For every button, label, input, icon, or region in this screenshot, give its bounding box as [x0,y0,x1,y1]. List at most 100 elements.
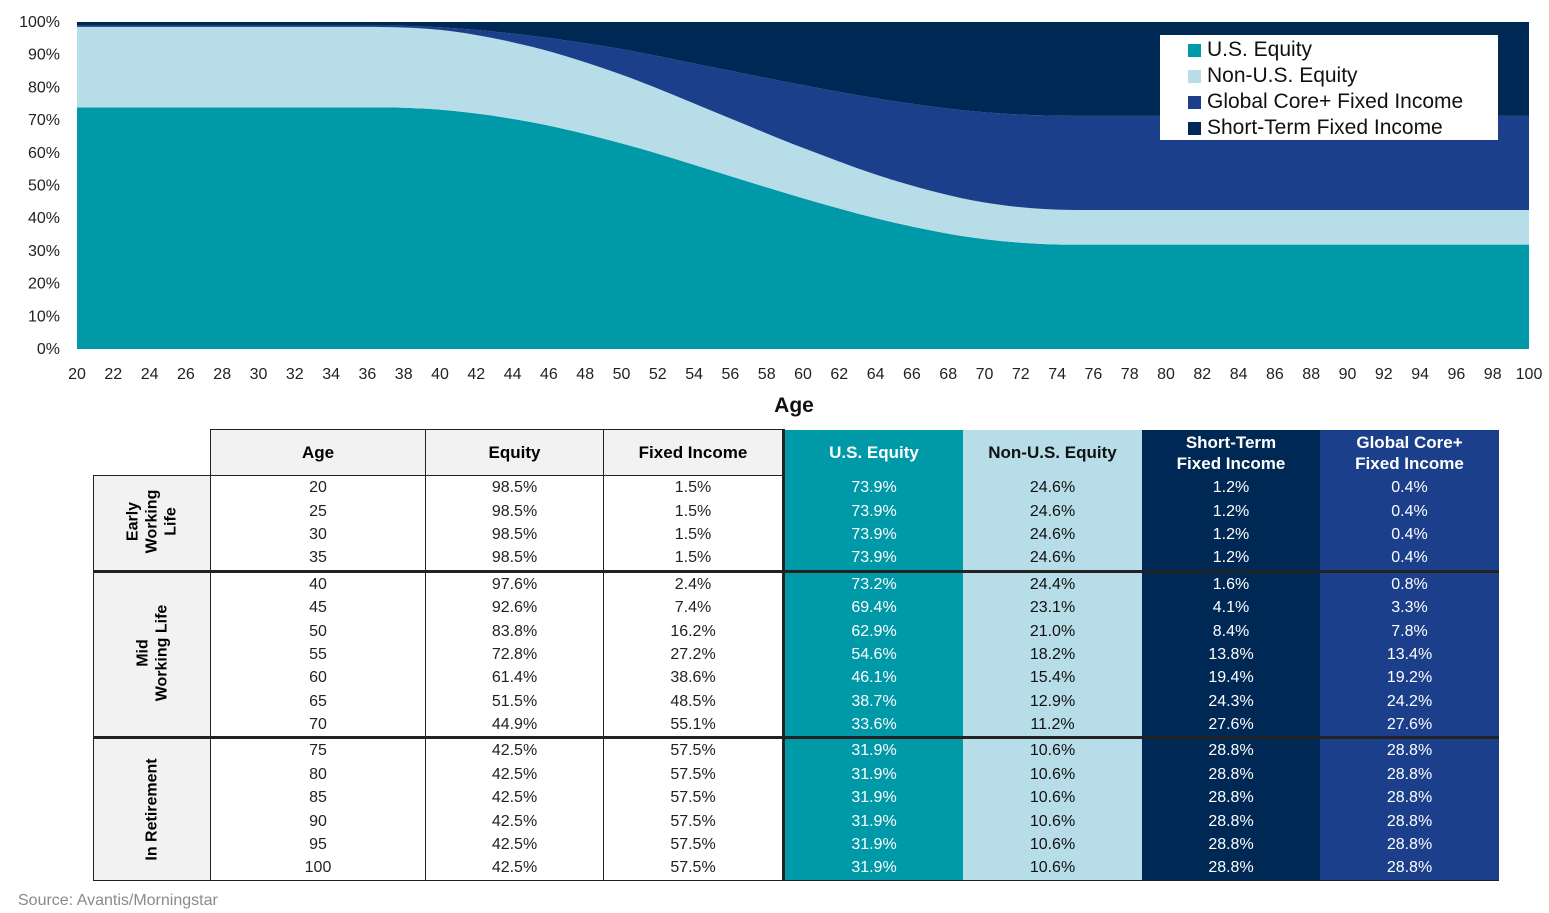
x-tick-label: 44 [504,366,522,383]
table-cell: 73.9% [783,475,963,500]
table-cell: 42.5% [425,856,604,881]
legend-item: Global Core+ Fixed Income [1188,89,1498,115]
table-cell: 57.5% [603,832,785,857]
table-cell: 72.8% [425,642,604,667]
y-tick-label: 30% [28,243,60,260]
table-cell: 42.5% [425,786,604,810]
table-cell: 38.7% [783,689,963,713]
x-tick-label: 58 [758,366,776,383]
x-tick-label: 60 [794,366,812,383]
x-tick-label: 88 [1302,366,1320,383]
table-row: 35 98.5% 1.5% 73.9% 24.6% 1.2% 0.4% [94,546,1499,572]
column-header: Short-Term Fixed Income [1142,429,1320,476]
table-row: Mid Working Life 40 97.6% 2.4% 73.2% 24.4% 1.6… [93,569,1499,739]
table-cell: 98.5% [425,475,604,500]
table-cell: 13.4% [1320,642,1499,667]
table-cell: 73.2% [783,569,963,596]
table-cell: 24.3% [1142,689,1320,713]
table-cell: 69.4% [783,595,963,620]
legend-item: Short-Term Fixed Income [1188,115,1498,141]
table-row: 65 51.5% 48.5% 38.7% 12.9% 24.3% 24.2% [94,689,1499,713]
table-row: 30 98.5% 1.5% 73.9% 24.6% 1.2% 0.4% [94,522,1499,547]
x-tick-label: 26 [177,366,195,383]
x-tick-label: 50 [613,366,631,383]
table-cell: 83.8% [425,619,604,643]
table-cell: 24.2% [1320,689,1499,713]
table-cell: 44.9% [425,712,604,738]
table-cell: 1.2% [1142,475,1320,500]
table-cell: 65 [210,689,426,713]
table-cell: 24.6% [963,499,1142,523]
table-cell: 0.4% [1320,499,1499,523]
table-cell: 28.8% [1320,809,1499,833]
x-tick-label: 74 [1048,366,1066,383]
x-tick-label: 40 [431,366,449,383]
x-tick-label: 78 [1121,366,1139,383]
table-cell: 28.8% [1142,786,1320,810]
table-cell: 28.8% [1320,832,1499,857]
table-cell: 48.5% [603,689,785,713]
table-cell: 57.5% [603,762,785,787]
table-cell: 31.9% [783,736,963,763]
x-tick-label: 84 [1230,366,1248,383]
y-tick-label: 70% [28,112,60,129]
table-cell: 31.9% [783,786,963,810]
table-cell: 28.8% [1142,762,1320,787]
table-cell: 31.9% [783,856,963,881]
table-row: 70 44.9% 55.1% 33.6% 11.2% 27.6% 27.6% [94,712,1499,738]
table-cell: 28.8% [1142,736,1320,763]
table-cell: 73.9% [783,522,963,547]
table-cell: 10.6% [963,786,1142,810]
area-u-s-equity [77,107,1529,350]
chart-legend: U.S. Equity Non-U.S. Equity Global Core+ F… [1160,35,1498,140]
x-tick-label: 34 [322,366,340,383]
x-tick-label: 82 [1193,366,1211,383]
table-cell: 57.5% [603,856,785,881]
y-tick-label: 50% [28,178,60,195]
table-cell: 30 [210,522,426,547]
table-cell: 1.5% [603,475,785,500]
table-cell: 57.5% [603,736,785,763]
x-tick-label: 80 [1157,366,1175,383]
life-stage-label: In Retirement [93,736,211,881]
table-cell: 1.2% [1142,522,1320,547]
table-cell: 33.6% [783,712,963,738]
table-row: 25 98.5% 1.5% 73.9% 24.6% 1.2% 0.4% [94,499,1499,523]
table-cell: 0.4% [1320,522,1499,547]
x-tick-label: 36 [359,366,377,383]
table-cell: 42.5% [425,809,604,833]
table-cell: 98.5% [425,499,604,523]
table-cell: 57.5% [603,786,785,810]
table-cell: 55.1% [603,712,785,738]
table-cell: 51.5% [425,689,604,713]
x-tick-label: 68 [939,366,957,383]
table-cell: 18.2% [963,642,1142,667]
table-cell: 95 [210,832,426,857]
area-global-core-fixed-income [77,25,1529,211]
table-cell: 27.6% [1320,712,1499,738]
x-tick-label: 70 [976,366,994,383]
table-cell: 75 [210,736,426,763]
x-tick-label: 42 [467,366,485,383]
table-cell: 70 [210,712,426,738]
y-tick-label: 20% [28,276,60,293]
table-cell: 24.6% [963,546,1142,572]
legend-label: Non-U.S. Equity [1207,64,1358,87]
x-tick-label: 62 [830,366,848,383]
table-cell: 73.9% [783,499,963,523]
table-cell: 27.6% [1142,712,1320,738]
table-cell: 3.3% [1320,595,1499,620]
table-cell: 24.4% [963,569,1142,596]
x-tick-label: 90 [1339,366,1357,383]
x-tick-label: 28 [213,366,231,383]
table-cell: 11.2% [963,712,1142,738]
table-cell: 21.0% [963,619,1142,643]
y-tick-label: 80% [28,79,60,96]
table-cell: 28.8% [1142,832,1320,857]
column-header: U.S. Equity [783,429,963,476]
table-cell: 19.4% [1142,666,1320,690]
table-row: In Retirement 75 42.5% 57.5% 31.9% 10.6% 28.8%… [93,736,1499,881]
x-tick-label: 98 [1484,366,1502,383]
area-non-u-s-equity [77,26,1529,245]
